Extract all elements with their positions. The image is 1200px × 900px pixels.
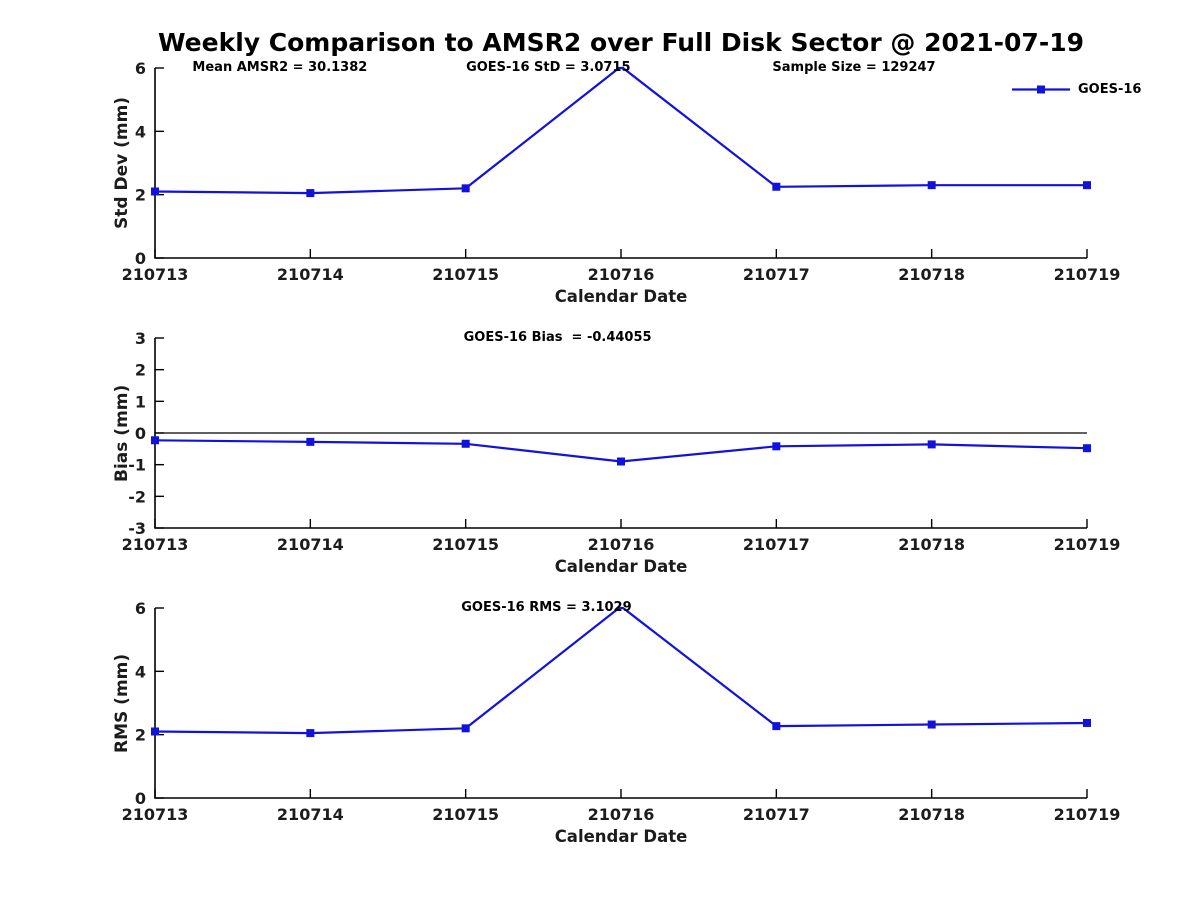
data-point-marker (306, 437, 315, 446)
annotation-text: GOES-16 Bias = -0.44055 (463, 330, 652, 345)
data-point-marker (461, 724, 470, 733)
x-tick-label: 210713 (122, 805, 189, 824)
x-tick-label: 210716 (588, 535, 655, 554)
y-tick-label: 6 (135, 599, 146, 618)
page-title: Weekly Comparison to AMSR2 over Full Dis… (157, 28, 1084, 57)
x-tick-label: 210718 (898, 265, 965, 284)
data-point-marker (927, 440, 936, 449)
data-point-marker (927, 181, 936, 190)
x-tick-label: 210719 (1054, 805, 1121, 824)
x-tick-label: 210714 (277, 265, 344, 284)
y-tick-label: -3 (128, 519, 146, 538)
x-tick-label: 210713 (122, 265, 189, 284)
bias-x-axis-label: Calendar Date (554, 557, 688, 576)
x-tick-label: 210715 (432, 265, 499, 284)
y-tick-label: 3 (135, 329, 146, 348)
data-point-marker (1083, 444, 1091, 453)
data-point-marker (151, 436, 159, 445)
x-tick-label: 210713 (122, 535, 189, 554)
y-tick-label: -1 (128, 456, 146, 475)
data-point-marker (617, 457, 625, 466)
annotation-text: GOES-16 StD = 3.0715 (466, 60, 631, 75)
y-tick-label: 0 (135, 789, 146, 808)
x-tick-label: 210714 (277, 805, 344, 824)
legend-line-marker-icon (1012, 85, 1070, 93)
stddev-x-axis-label: Calendar Date (554, 287, 688, 306)
y-tick-label: 2 (135, 186, 146, 205)
data-point-marker (151, 187, 159, 196)
y-tick-label: 2 (135, 726, 146, 745)
data-point-marker (927, 720, 936, 729)
y-tick-label: -2 (128, 487, 146, 506)
y-tick-label: 4 (135, 662, 146, 681)
annotation-text: GOES-16 RMS = 3.1029 (461, 600, 632, 615)
bias-y-axis-label: Bias (mm) (112, 384, 132, 482)
x-tick-label: 210718 (898, 805, 965, 824)
x-tick-label: 210718 (898, 535, 965, 554)
axis-spine (154, 608, 1087, 799)
x-tick-label: 210717 (743, 265, 810, 284)
legend: GOES-16 (1012, 81, 1141, 97)
data-point-marker (1083, 181, 1091, 190)
y-tick-label: 0 (135, 249, 146, 268)
data-point-marker (772, 722, 781, 731)
annotation-text: Mean AMSR2 = 30.1382 (192, 60, 368, 75)
x-tick-label: 210719 (1054, 535, 1121, 554)
data-point-marker (306, 729, 315, 738)
x-tick-label: 210719 (1054, 265, 1121, 284)
data-point-marker (151, 727, 159, 736)
data-point-marker (1083, 718, 1091, 727)
rms-x-axis-label: Calendar Date (554, 827, 688, 846)
data-point-marker (461, 184, 470, 193)
x-tick-label: 210716 (588, 805, 655, 824)
data-point-marker (306, 189, 315, 198)
data-point-marker (772, 182, 781, 191)
y-tick-label: 2 (135, 361, 146, 380)
x-tick-label: 210717 (743, 805, 810, 824)
y-tick-label: 6 (135, 59, 146, 78)
axis-spine (154, 68, 1087, 259)
x-tick-label: 210715 (432, 805, 499, 824)
y-tick-label: 1 (135, 392, 146, 411)
x-tick-label: 210717 (743, 535, 810, 554)
data-point-marker (772, 442, 781, 451)
x-tick-label: 210715 (432, 535, 499, 554)
y-tick-label: 0 (135, 424, 146, 443)
x-tick-label: 210716 (588, 265, 655, 284)
legend-label: GOES-16 (1078, 81, 1142, 97)
data-line (154, 66, 1087, 195)
data-line (154, 606, 1088, 735)
data-point-marker (461, 439, 470, 448)
stddev-y-axis-label: Std Dev (mm) (112, 96, 132, 230)
rms-y-axis-label: RMS (mm) (112, 653, 132, 753)
annotation-text: Sample Size = 129247 (772, 60, 936, 75)
y-tick-label: 4 (135, 122, 146, 141)
x-tick-label: 210714 (277, 535, 344, 554)
